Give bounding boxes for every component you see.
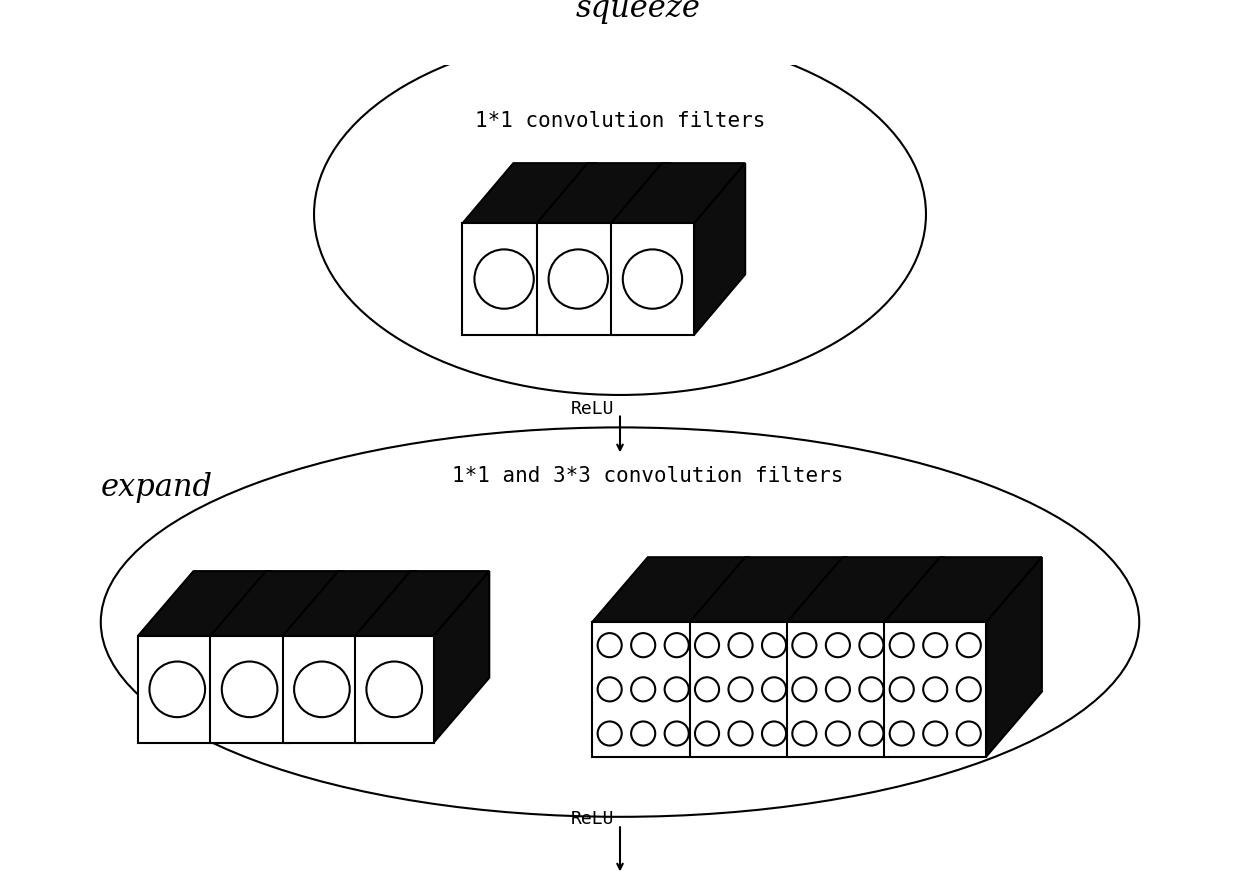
Polygon shape bbox=[986, 557, 1042, 756]
Circle shape bbox=[694, 722, 719, 746]
Polygon shape bbox=[138, 571, 273, 636]
Circle shape bbox=[631, 677, 655, 701]
Circle shape bbox=[665, 634, 688, 658]
Polygon shape bbox=[689, 622, 791, 756]
Circle shape bbox=[763, 677, 786, 701]
Polygon shape bbox=[138, 636, 217, 743]
Text: ReLU: ReLU bbox=[570, 810, 614, 828]
Text: ReLU: ReLU bbox=[570, 400, 614, 418]
Circle shape bbox=[957, 634, 981, 658]
Text: 1*1 and 3*3 convolution filters: 1*1 and 3*3 convolution filters bbox=[453, 466, 843, 486]
Circle shape bbox=[728, 677, 753, 701]
Circle shape bbox=[826, 722, 849, 746]
Circle shape bbox=[924, 722, 947, 746]
Circle shape bbox=[631, 634, 655, 658]
Polygon shape bbox=[211, 636, 289, 743]
Circle shape bbox=[957, 677, 981, 701]
Polygon shape bbox=[434, 571, 490, 743]
Circle shape bbox=[598, 677, 621, 701]
Circle shape bbox=[150, 661, 205, 717]
Polygon shape bbox=[537, 224, 620, 335]
Polygon shape bbox=[355, 571, 490, 636]
Polygon shape bbox=[537, 163, 671, 224]
Polygon shape bbox=[787, 557, 945, 622]
Circle shape bbox=[792, 722, 816, 746]
Circle shape bbox=[924, 634, 947, 658]
Polygon shape bbox=[694, 163, 745, 335]
Polygon shape bbox=[884, 622, 986, 756]
Circle shape bbox=[763, 722, 786, 746]
Polygon shape bbox=[355, 636, 434, 743]
Circle shape bbox=[665, 722, 688, 746]
Circle shape bbox=[694, 677, 719, 701]
Circle shape bbox=[859, 677, 883, 701]
Circle shape bbox=[728, 722, 753, 746]
Text: expand: expand bbox=[100, 472, 212, 503]
Circle shape bbox=[859, 634, 883, 658]
Circle shape bbox=[366, 661, 422, 717]
Polygon shape bbox=[283, 571, 417, 636]
Polygon shape bbox=[546, 163, 596, 335]
Circle shape bbox=[728, 634, 753, 658]
Polygon shape bbox=[787, 622, 889, 756]
Polygon shape bbox=[694, 557, 750, 756]
Circle shape bbox=[792, 677, 816, 701]
Polygon shape bbox=[593, 622, 694, 756]
Circle shape bbox=[792, 634, 816, 658]
Circle shape bbox=[475, 249, 533, 308]
Circle shape bbox=[631, 722, 655, 746]
Circle shape bbox=[598, 722, 621, 746]
Polygon shape bbox=[289, 571, 345, 743]
Polygon shape bbox=[611, 224, 694, 335]
Circle shape bbox=[826, 677, 849, 701]
Circle shape bbox=[763, 634, 786, 658]
Circle shape bbox=[859, 722, 883, 746]
Polygon shape bbox=[620, 163, 671, 335]
Polygon shape bbox=[463, 163, 596, 224]
Text: squeeze: squeeze bbox=[577, 0, 701, 24]
Polygon shape bbox=[361, 571, 417, 743]
Polygon shape bbox=[884, 557, 1042, 622]
Polygon shape bbox=[791, 557, 847, 756]
Circle shape bbox=[294, 661, 350, 717]
Polygon shape bbox=[283, 636, 361, 743]
Circle shape bbox=[889, 722, 914, 746]
Circle shape bbox=[889, 634, 914, 658]
Circle shape bbox=[665, 677, 688, 701]
Polygon shape bbox=[689, 557, 847, 622]
Polygon shape bbox=[211, 571, 345, 636]
Circle shape bbox=[598, 634, 621, 658]
Circle shape bbox=[222, 661, 278, 717]
Polygon shape bbox=[463, 224, 546, 335]
Circle shape bbox=[622, 249, 682, 308]
Circle shape bbox=[826, 634, 849, 658]
Text: 1*1 convolution filters: 1*1 convolution filters bbox=[475, 111, 765, 132]
Circle shape bbox=[694, 634, 719, 658]
Circle shape bbox=[957, 722, 981, 746]
Circle shape bbox=[924, 677, 947, 701]
Polygon shape bbox=[889, 557, 945, 756]
Circle shape bbox=[889, 677, 914, 701]
Polygon shape bbox=[593, 557, 750, 622]
Circle shape bbox=[548, 249, 608, 308]
Polygon shape bbox=[217, 571, 273, 743]
Polygon shape bbox=[611, 163, 745, 224]
